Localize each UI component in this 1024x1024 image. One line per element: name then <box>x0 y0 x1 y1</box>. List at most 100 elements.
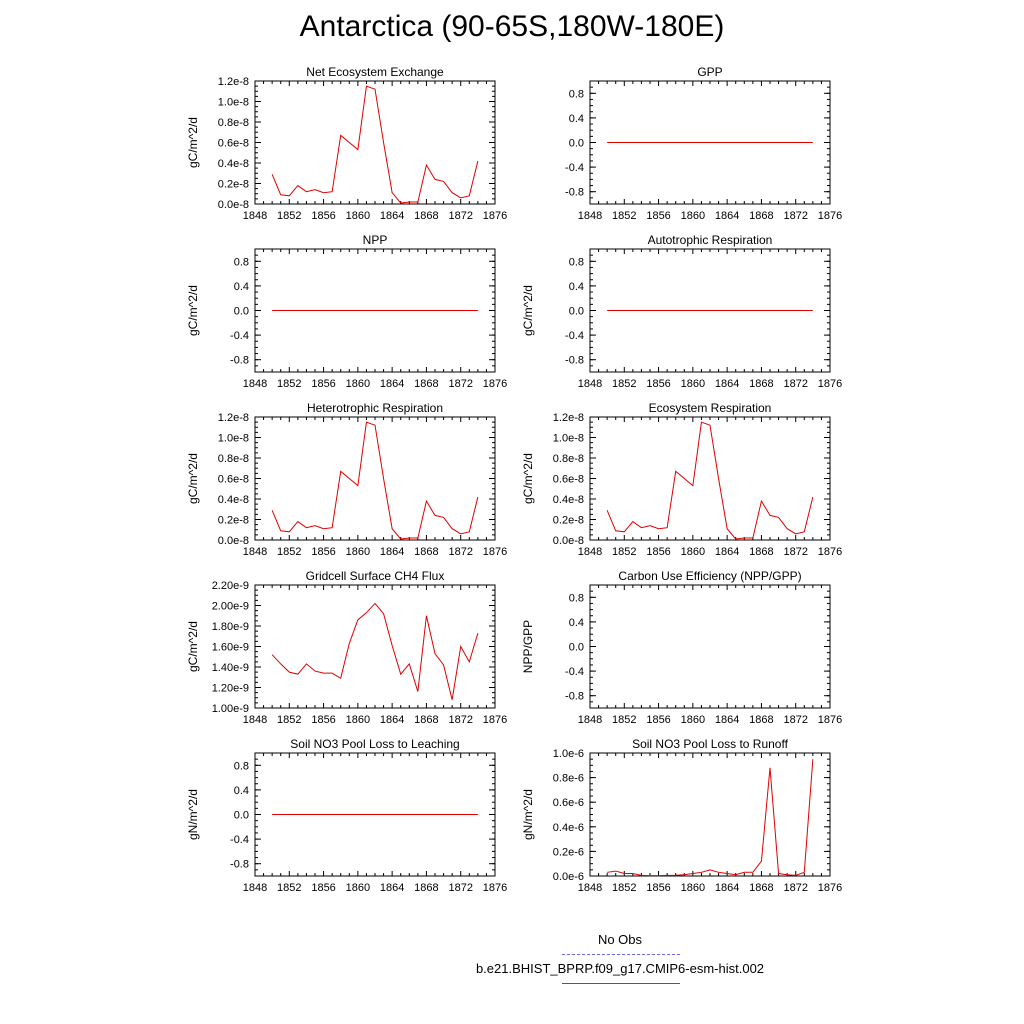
x-tick-label: 1872 <box>448 882 472 894</box>
y-tick-label: 0.8e-8 <box>218 453 249 465</box>
x-tick-label: 1848 <box>243 210 267 222</box>
x-tick-label: 1872 <box>448 714 472 726</box>
y-tick-label: 0.2e-8 <box>218 179 249 191</box>
y-tick-label: 1.60e-9 <box>212 642 249 654</box>
y-tick-label: 0.4 <box>569 113 584 125</box>
x-tick-label: 1852 <box>277 378 301 390</box>
y-tick-label: 2.00e-9 <box>212 601 249 613</box>
y-tick-label: 0.4 <box>234 281 249 293</box>
panel-0: Net Ecosystem Exchange 1848 1852 1856 1860 18… <box>186 65 507 222</box>
x-tick-label: 1876 <box>483 210 507 222</box>
panel-9: Soil NO3 Pool Loss to Runoff 1848 1852 1856… <box>521 737 842 894</box>
series-line <box>271 85 479 204</box>
y-tick-label: 1.80e-9 <box>212 621 249 633</box>
y-axis-label: gC/m^2/d <box>521 453 535 504</box>
panel-title: NPP <box>363 233 388 247</box>
x-tick-label: 1876 <box>483 882 507 894</box>
y-tick-label: 0.0 <box>569 138 584 150</box>
series-line <box>607 759 814 877</box>
x-tick-label: 1848 <box>578 714 602 726</box>
y-tick-label: 0.0e-8 <box>218 199 249 211</box>
panel-title: GPP <box>697 65 722 79</box>
x-tick-label: 1876 <box>818 882 842 894</box>
y-tick-label: 1.20e-9 <box>212 683 249 695</box>
y-tick-label: 0.0e-6 <box>553 871 584 883</box>
y-tick-label: 0.4e-6 <box>553 822 584 834</box>
x-tick-label: 1868 <box>414 378 438 390</box>
y-tick-label: 1.00e-9 <box>212 703 249 715</box>
y-tick-label: 0.8e-8 <box>218 117 249 129</box>
y-tick-label: -0.4 <box>230 834 249 846</box>
x-tick-label: 1856 <box>311 714 335 726</box>
x-tick-label: 1876 <box>818 714 842 726</box>
x-tick-label: 1864 <box>715 210 739 222</box>
x-tick-label: 1860 <box>681 378 705 390</box>
x-tick-label: 1864 <box>715 546 739 558</box>
x-tick-label: 1872 <box>783 378 807 390</box>
x-tick-label: 1868 <box>749 714 773 726</box>
x-tick-label: 1860 <box>346 378 370 390</box>
x-tick-label: 1864 <box>715 882 739 894</box>
y-tick-label: 0.6e-8 <box>553 474 584 486</box>
series-line <box>271 421 479 540</box>
x-tick-label: 1856 <box>311 210 335 222</box>
y-tick-label: 1.0e-8 <box>218 97 249 109</box>
x-tick-label: 1856 <box>646 546 670 558</box>
x-tick-label: 1876 <box>818 210 842 222</box>
x-tick-label: 1864 <box>380 210 404 222</box>
y-tick-label: -0.8 <box>230 355 249 367</box>
y-axis-label: gN/m^2/d <box>521 789 535 840</box>
y-tick-label: 0.8 <box>569 256 584 268</box>
x-tick-label: 1868 <box>749 882 773 894</box>
y-tick-label: 1.0e-8 <box>553 433 584 445</box>
y-tick-label: 0.0 <box>234 306 249 318</box>
panel-5: Ecosystem Respiration 1848 1852 1856 1860 186… <box>521 401 842 558</box>
x-tick-label: 1876 <box>818 378 842 390</box>
x-tick-label: 1852 <box>277 714 301 726</box>
x-tick-label: 1864 <box>715 378 739 390</box>
y-tick-label: 0.8 <box>234 256 249 268</box>
panel-4: Heterotrophic Respiration 1848 1852 1856 186… <box>186 401 507 558</box>
plot-frame <box>254 416 496 541</box>
legend-obs-line <box>562 954 680 955</box>
y-tick-label: 0.4 <box>234 785 249 797</box>
y-tick-label: 0.0 <box>569 642 584 654</box>
y-tick-label: 0.6e-6 <box>553 797 584 809</box>
x-tick-label: 1864 <box>380 882 404 894</box>
panel-title: Soil NO3 Pool Loss to Runoff <box>632 737 789 751</box>
panel-title: Ecosystem Respiration <box>649 401 772 415</box>
y-tick-label: -0.4 <box>565 330 584 342</box>
x-tick-label: 1860 <box>346 714 370 726</box>
y-axis-label: gN/m^2/d <box>186 789 200 840</box>
x-tick-label: 1848 <box>578 378 602 390</box>
y-tick-label: 0.2e-8 <box>553 515 584 527</box>
y-tick-label: 1.2e-8 <box>218 76 249 88</box>
plot-frame <box>254 80 496 205</box>
x-tick-label: 1864 <box>380 546 404 558</box>
x-tick-label: 1872 <box>783 210 807 222</box>
series-line <box>271 602 479 700</box>
x-tick-label: 1852 <box>277 882 301 894</box>
figure-title: Antarctica (90-65S,180W-180E) <box>299 10 725 43</box>
x-tick-label: 1872 <box>783 882 807 894</box>
y-tick-label: 1.2e-8 <box>218 412 249 424</box>
x-tick-label: 1860 <box>681 882 705 894</box>
x-tick-label: 1868 <box>414 714 438 726</box>
y-tick-label: 0.4 <box>569 281 584 293</box>
x-tick-label: 1856 <box>646 378 670 390</box>
y-tick-label: 1.40e-9 <box>212 662 249 674</box>
y-tick-label: 2.20e-9 <box>212 580 249 592</box>
y-axis-label: gC/m^2/d <box>186 453 200 504</box>
x-tick-label: 1868 <box>749 546 773 558</box>
panel-title: Soil NO3 Pool Loss to Leaching <box>290 737 459 751</box>
y-axis-label: gC/m^2/d <box>186 285 200 336</box>
y-tick-label: -0.4 <box>565 162 584 174</box>
y-tick-label: -0.4 <box>230 330 249 342</box>
plot-frame <box>589 416 831 541</box>
panel-title: Heterotrophic Respiration <box>307 401 443 415</box>
y-tick-label: 0.6e-8 <box>218 138 249 150</box>
x-tick-label: 1876 <box>818 546 842 558</box>
y-tick-label: 0.8e-6 <box>553 773 584 785</box>
y-tick-label: 1.2e-8 <box>553 412 584 424</box>
